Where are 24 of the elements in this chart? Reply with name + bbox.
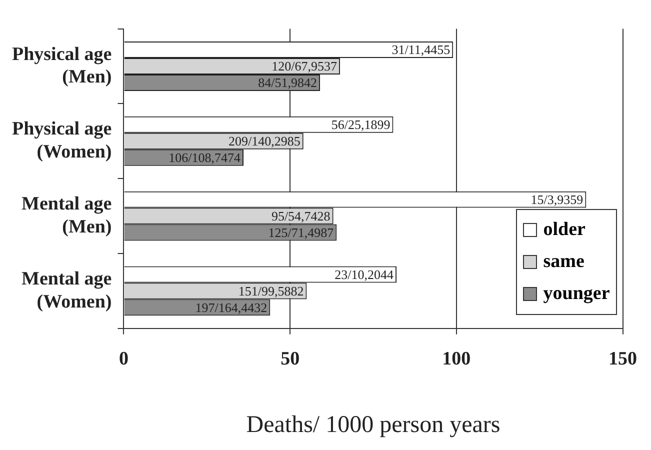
legend-label: same bbox=[543, 250, 584, 273]
y-tick-label: Physical age (Women) bbox=[12, 118, 112, 162]
data-label: 84/51,9842 bbox=[258, 75, 318, 90]
data-label: 120/67,9537 bbox=[272, 58, 338, 74]
data-label: 95/54,7428 bbox=[271, 208, 330, 224]
x-tick-label: 0 bbox=[118, 348, 128, 370]
x-axis-title: Deaths/ 1000 person years bbox=[246, 412, 500, 438]
data-label: 15/3,9359 bbox=[530, 192, 584, 207]
series-label: older bbox=[543, 218, 586, 241]
data-label: 125/71,4987 bbox=[268, 224, 334, 240]
data-label: 151/99,5882 bbox=[238, 283, 304, 298]
x-tick-label: 50 bbox=[280, 348, 300, 370]
x-tick-label: 100 bbox=[442, 348, 471, 370]
data-label: 31/11,4455 bbox=[392, 42, 450, 58]
y-tick-label: Mental age (Men) bbox=[22, 194, 112, 238]
y-tick-label: Mental age (Women) bbox=[22, 268, 112, 312]
legend-label: younger bbox=[543, 282, 610, 305]
data-label: 209/140,2985 bbox=[228, 134, 300, 149]
data-label: 56/25,1899 bbox=[331, 117, 390, 132]
data-label: 197/164,4432 bbox=[195, 300, 268, 315]
data-label: 106/108,7474 bbox=[168, 150, 241, 166]
data-label: 23/10,2044 bbox=[334, 266, 394, 282]
x-tick-label: 150 bbox=[608, 348, 637, 370]
y-tick-label: Physical age (Men) bbox=[12, 44, 112, 88]
